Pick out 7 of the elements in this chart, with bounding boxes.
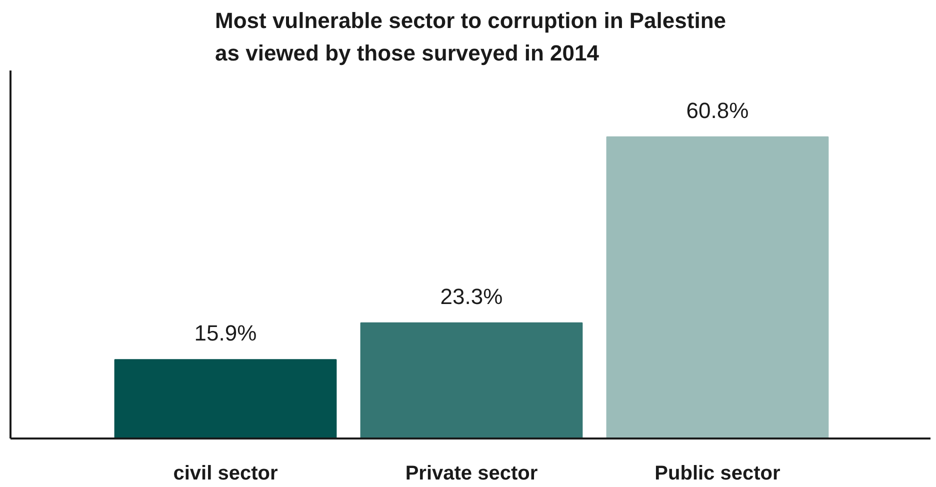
x-tick-label: Public sector	[654, 462, 780, 484]
x-tick-label: Private sector	[405, 462, 538, 484]
data-label: 23.3%	[440, 284, 503, 309]
data-label: 15.9%	[194, 320, 257, 346]
data-label: 60.8%	[686, 98, 749, 123]
x-tick-label: civil sector	[173, 462, 278, 484]
chart-title: Most vulnerable sector to corruption in Palestine as viewed by those surveyed in 2014	[215, 8, 726, 66]
